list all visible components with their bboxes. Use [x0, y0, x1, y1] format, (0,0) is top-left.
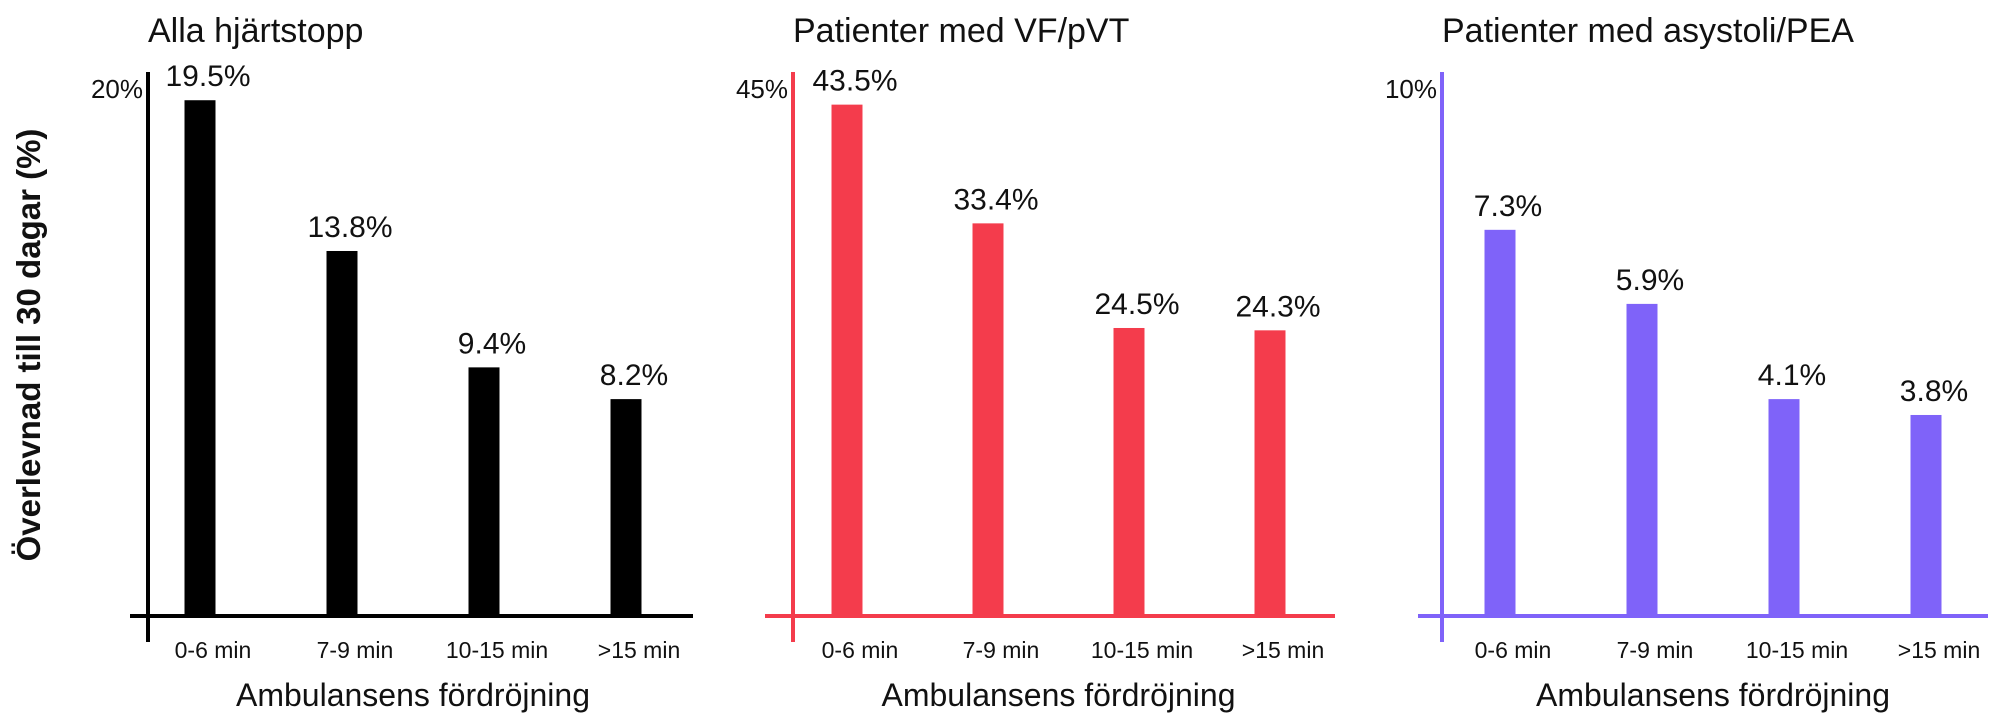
bar-4 [1254, 330, 1286, 616]
bar-2 [326, 250, 358, 617]
chart-title: Patienter med asystoli/PEA [1442, 12, 1854, 50]
bar-3 [1768, 399, 1800, 616]
data-label: 19.5% [165, 60, 250, 93]
x-tick-label: 7-9 min [317, 637, 394, 663]
bar-1 [184, 100, 216, 617]
data-label: 24.3% [1235, 290, 1320, 323]
x-tick-label: >15 min [1898, 637, 1980, 663]
data-label: 24.5% [1094, 288, 1179, 321]
x-tick-label: 0-6 min [1475, 637, 1552, 663]
data-label: 33.4% [953, 183, 1038, 216]
bar-3 [1113, 327, 1145, 616]
x-tick-label: >15 min [1242, 637, 1324, 663]
x-tick-label: 10-15 min [1091, 637, 1193, 663]
x-tick-label: >15 min [598, 637, 680, 663]
x-tick-label: 0-6 min [175, 637, 252, 663]
x-tick-label: 10-15 min [446, 637, 548, 663]
bar-1 [1484, 229, 1516, 616]
data-label: 5.9% [1616, 264, 1684, 297]
data-label: 9.4% [458, 327, 526, 360]
bar-4 [1910, 414, 1942, 616]
y-tick-label: 10% [1385, 74, 1437, 104]
data-label: 3.8% [1900, 375, 1968, 408]
bar-3 [468, 367, 500, 616]
y-tick-label: 45% [736, 74, 788, 104]
data-label: 7.3% [1474, 190, 1542, 223]
data-label: 43.5% [812, 65, 897, 98]
bar-2 [972, 223, 1004, 616]
bar-1 [831, 104, 863, 616]
y-tick-label: 20% [91, 74, 143, 104]
x-tick-label: 10-15 min [1746, 637, 1848, 663]
bar-4 [610, 399, 642, 616]
x-tick-label: 7-9 min [963, 637, 1040, 663]
chart-title: Patienter med VF/pVT [793, 12, 1129, 50]
x-axis-title: Ambulansens fördröjning [882, 677, 1236, 713]
x-axis-title: Ambulansens fördröjning [1536, 677, 1890, 713]
chart-title: Alla hjärtstopp [148, 12, 363, 50]
x-tick-label: 0-6 min [822, 637, 899, 663]
data-label: 13.8% [307, 211, 392, 244]
data-label: 4.1% [1758, 359, 1826, 392]
x-tick-label: 7-9 min [1617, 637, 1694, 663]
x-axis-title: Ambulansens fördröjning [236, 677, 590, 713]
data-label: 8.2% [600, 359, 668, 392]
bar-2 [1626, 303, 1658, 616]
y-axis-title: Överlevnad till 30 dagar (%) [10, 129, 47, 562]
